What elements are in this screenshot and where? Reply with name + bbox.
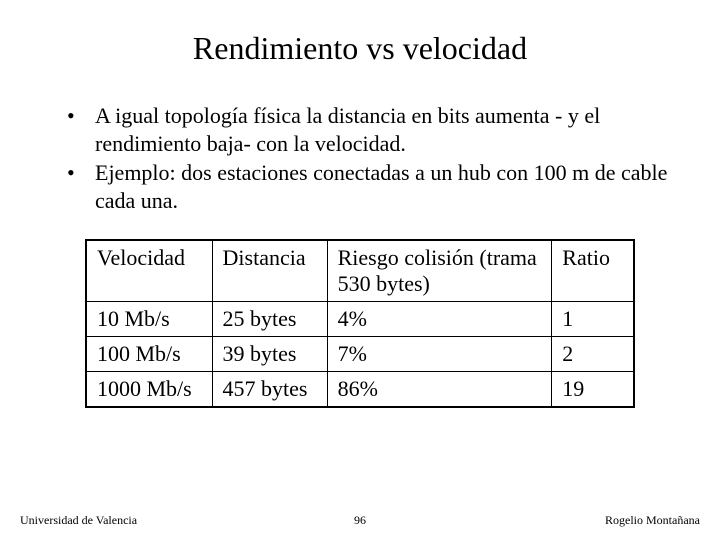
table-cell: 10 Mb/s bbox=[86, 302, 212, 337]
table-cell: 39 bytes bbox=[212, 337, 327, 372]
table-cell: 25 bytes bbox=[212, 302, 327, 337]
table-cell: 2 bbox=[552, 337, 634, 372]
table-cell: 86% bbox=[327, 372, 552, 408]
slide-title: Rendimiento vs velocidad bbox=[50, 30, 670, 67]
data-table: Velocidad Distancia Riesgo colisión (tra… bbox=[85, 239, 635, 408]
table-cell: 7% bbox=[327, 337, 552, 372]
bullet-list: A igual topología física la distancia en… bbox=[50, 102, 670, 214]
bullet-item: A igual topología física la distancia en… bbox=[95, 102, 670, 157]
col-header: Velocidad bbox=[86, 240, 212, 302]
bullet-item: Ejemplo: dos estaciones conectadas a un … bbox=[95, 159, 670, 214]
col-header: Riesgo colisión (trama 530 bytes) bbox=[327, 240, 552, 302]
footer-right: Rogelio Montañana bbox=[605, 513, 700, 528]
table-row: 100 Mb/s 39 bytes 7% 2 bbox=[86, 337, 634, 372]
slide-number: 96 bbox=[354, 513, 366, 528]
table-cell: 1 bbox=[552, 302, 634, 337]
table-cell: 19 bbox=[552, 372, 634, 408]
table-row: 1000 Mb/s 457 bytes 86% 19 bbox=[86, 372, 634, 408]
table-header-row: Velocidad Distancia Riesgo colisión (tra… bbox=[86, 240, 634, 302]
table-cell: 1000 Mb/s bbox=[86, 372, 212, 408]
table-cell: 457 bytes bbox=[212, 372, 327, 408]
col-header: Distancia bbox=[212, 240, 327, 302]
table-cell: 4% bbox=[327, 302, 552, 337]
table-row: 10 Mb/s 25 bytes 4% 1 bbox=[86, 302, 634, 337]
footer-left: Universidad de Valencia bbox=[20, 513, 137, 528]
data-table-container: Velocidad Distancia Riesgo colisión (tra… bbox=[85, 239, 635, 408]
slide-footer: Universidad de Valencia 96 Rogelio Monta… bbox=[0, 513, 720, 528]
table-cell: 100 Mb/s bbox=[86, 337, 212, 372]
col-header: Ratio bbox=[552, 240, 634, 302]
